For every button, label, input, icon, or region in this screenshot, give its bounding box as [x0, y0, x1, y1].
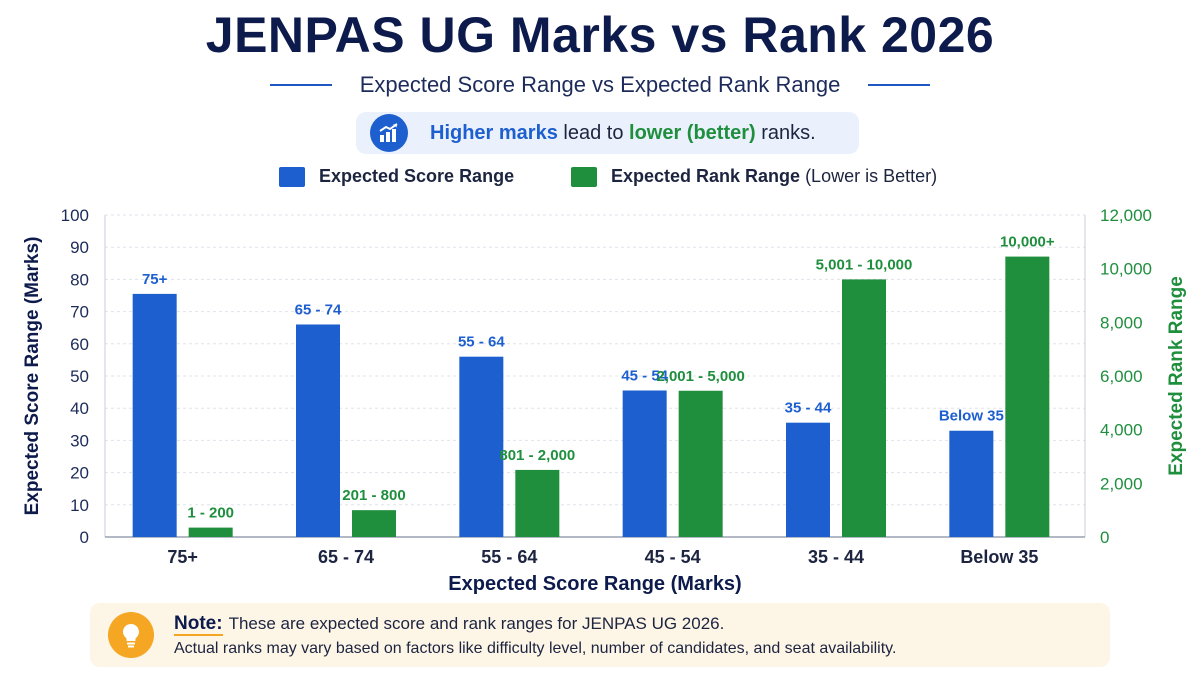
rank-bar-label: 5,001 - 10,000: [816, 256, 913, 273]
subtitle-row: Expected Score Range vs Expected Rank Ra…: [0, 70, 1200, 100]
legend-rank-text: Expected Rank Range: [611, 166, 801, 186]
left-tick-label: 50: [70, 367, 89, 386]
legend-swatch-rank: [571, 166, 597, 187]
callout-part-4: ranks.: [755, 121, 816, 144]
score-bar: [949, 430, 994, 537]
left-axis-label: Expected Score Range (Marks): [22, 237, 43, 516]
callout-part-2: lead to: [557, 121, 630, 144]
score-bar: [459, 356, 504, 537]
legend-rank-suffix: (Lower is Better): [800, 166, 938, 186]
right-tick-label: 0: [1100, 528, 1109, 547]
right-tick-label: 4,000: [1100, 421, 1143, 440]
x-category-label: 75+: [167, 547, 198, 567]
left-tick-label: 70: [70, 303, 89, 322]
callout-text: Higher marks lead to lower (better) rank…: [430, 122, 816, 145]
score-bar: [786, 422, 830, 537]
rank-bar: [352, 510, 396, 537]
left-tick-label: 100: [61, 206, 89, 225]
left-tick-label: 80: [70, 270, 89, 289]
bars: 75+ 1 - 200 65 - 74 201 - 800 55 - 64 801 - 2…: [132, 234, 1055, 537]
legend-item-rank: Expected Rank Range (Lower is Better): [571, 166, 937, 187]
rank-bar-label: 1 - 200: [187, 505, 234, 522]
rank-bar: [1005, 256, 1050, 537]
right-axis-ticks: 0 2,000 4,000 6,000 8,000 10,000 12,000: [1100, 206, 1152, 547]
left-tick-label: 60: [70, 335, 89, 354]
legend-score-text: Expected Score Range: [319, 166, 515, 186]
score-bar: [132, 293, 177, 537]
x-category-label: Below 35: [960, 547, 1038, 567]
score-bar-label: 65 - 74: [295, 301, 342, 318]
right-tick-label: 6,000: [1100, 367, 1143, 386]
rank-bar: [188, 527, 233, 537]
right-tick-label: 8,000: [1100, 313, 1143, 332]
score-bar-label: 45 - 54: [621, 367, 668, 384]
marks-vs-rank-chart: 0 10 20 30 40 50 60 70 80 90 100 0 2,000 4,000 6,000 8…: [22, 206, 1187, 595]
rank-bar-label: 801 - 2,000: [499, 447, 575, 464]
rank-bar-label: 201 - 800: [342, 487, 405, 504]
right-axis-label: Expected Rank Range: [1166, 276, 1187, 476]
legend-item-score: Expected Score Range: [279, 166, 514, 187]
left-tick-label: 90: [70, 238, 89, 257]
x-category-label: 55 - 64: [481, 547, 537, 567]
x-axis-label: Expected Score Range (Marks): [448, 573, 741, 595]
callout-part-3: lower (better): [629, 121, 756, 144]
subtitle-line-right: [868, 84, 931, 86]
chart-legend: Expected Score Range Expected Rank Range…: [0, 166, 1200, 194]
note-box: Note: These are expected score and rank r…: [90, 603, 1110, 667]
score-bar: [622, 390, 667, 537]
note-line-1-text: These are expected score and rank ranges…: [228, 614, 725, 633]
score-bar: [296, 324, 340, 537]
subtitle: Expected Score Range vs Expected Rank Ra…: [359, 72, 841, 97]
left-tick-label: 40: [70, 399, 89, 418]
callout-part-1: Higher marks: [430, 121, 558, 144]
right-tick-label: 12,000: [1100, 206, 1152, 225]
right-tick-label: 10,000: [1100, 260, 1152, 279]
note-line-2: Actual ranks may vary based on factors l…: [174, 640, 897, 657]
bar-chart-trend-icon: [370, 114, 408, 152]
grid-lines: [105, 214, 1085, 506]
rank-bar: [515, 469, 560, 537]
x-category-label: 65 - 74: [318, 547, 374, 567]
note-line-1: Note: These are expected score and rank r…: [174, 613, 725, 636]
left-tick-label: 10: [70, 496, 89, 515]
left-tick-label: 0: [80, 528, 89, 547]
rank-bar: [842, 279, 886, 537]
score-bar-label: Below 35: [939, 408, 1004, 425]
left-tick-label: 30: [70, 431, 89, 450]
rank-bar-label: 2,001 - 5,000: [656, 368, 744, 385]
note-heading: Note:: [174, 613, 223, 636]
x-category-label: 45 - 54: [645, 547, 701, 567]
score-bar-label: 75+: [142, 271, 168, 288]
legend-label-rank: Expected Rank Range (Lower is Better): [611, 166, 937, 187]
rank-bar: [678, 390, 723, 537]
rank-bar-label: 10,000+: [1000, 234, 1055, 251]
x-axis-categories: 75+ 65 - 74 55 - 64 45 - 54 35 - 44 Below 35: [167, 547, 1038, 567]
callout-pill: Higher marks lead to lower (better) rank…: [356, 112, 859, 154]
lightbulb-icon: [108, 612, 154, 658]
page-title: JENPAS UG Marks vs Rank 2026: [205, 7, 995, 63]
left-axis-ticks: 0 10 20 30 40 50 60 70 80 90 100: [61, 206, 89, 547]
left-tick-label: 20: [70, 464, 89, 483]
subtitle-line-left: [269, 84, 332, 86]
x-category-label: 35 - 44: [808, 547, 864, 567]
right-tick-label: 2,000: [1100, 474, 1143, 493]
score-bar-label: 55 - 64: [458, 334, 505, 351]
score-bar-label: 35 - 44: [785, 400, 832, 417]
legend-label-score: Expected Score Range: [319, 166, 514, 187]
legend-swatch-score: [279, 166, 305, 187]
